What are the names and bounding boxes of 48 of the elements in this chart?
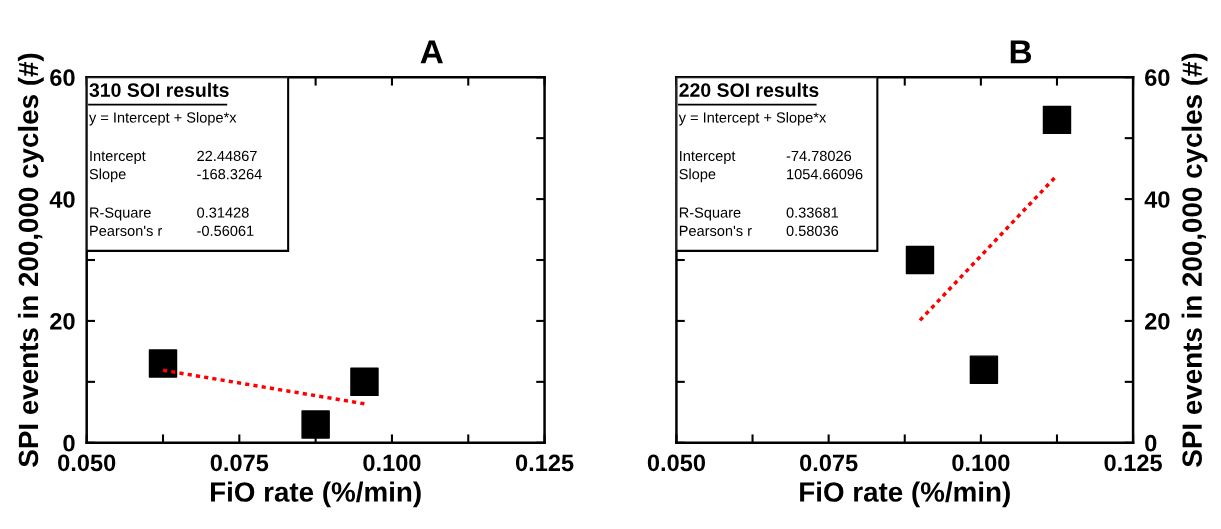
annotation: 0.33681 — [786, 207, 839, 218]
annotation: 0.58036 — [786, 225, 839, 236]
chart-title: B — [1010, 40, 1032, 64]
x-tick-label: 0.050 — [647, 454, 706, 472]
annotation: Slope — [679, 168, 716, 183]
x-tick-label: 0.100 — [952, 454, 1010, 472]
y2-tick-label: 0 — [1145, 434, 1157, 452]
annotation: 220 SOI results — [679, 82, 819, 97]
point — [301, 410, 330, 439]
x-axis-title: FiO rate (%/min) — [800, 481, 1010, 508]
annotation: Intercept — [90, 150, 146, 164]
x-tick-label: 0.125 — [1104, 454, 1162, 472]
annotation: -168.3264 — [197, 169, 262, 180]
annotation: 1054.66096 — [787, 169, 863, 180]
y-tick-label: 60 — [50, 69, 75, 87]
annotation: 310 SOI results — [89, 82, 229, 98]
annotation: y = Intercept + Slope*x — [678, 111, 827, 126]
point — [905, 245, 935, 275]
annotation: R-Square — [679, 207, 741, 221]
y2-tick-label: 60 — [1145, 69, 1170, 87]
x-tick-label: 0.050 — [58, 454, 116, 472]
chart-title: A — [420, 40, 443, 64]
point — [148, 349, 178, 378]
x-tick-label: 0.075 — [210, 454, 269, 472]
annotation: Pearson's r — [679, 225, 752, 236]
annotation: y = Intercept + Slope*x — [89, 111, 237, 126]
y-tick-label: 20 — [50, 312, 75, 330]
x-tick-label: 0.075 — [800, 454, 858, 472]
y2-tick-label: 40 — [1144, 191, 1170, 208]
annotation: -74.78026 — [786, 150, 852, 162]
y2-axis-title: SPI events in 200,000 cycles (#) — [1181, 53, 1208, 467]
annotation: 0.31428 — [197, 207, 249, 218]
y-axis-title: SPI events in 200,000 cycles (#) — [17, 53, 44, 467]
annotation: 22.44867 — [197, 150, 257, 162]
x-tick-label: 0.125 — [515, 454, 574, 472]
annotation: -0.56061 — [197, 225, 254, 236]
y2-tick-label: 20 — [1145, 312, 1170, 330]
point — [969, 355, 999, 384]
point — [350, 367, 379, 397]
x-axis-title: FiO rate (%/min) — [211, 481, 421, 508]
annotation: R-Square — [90, 207, 151, 221]
x-tick-label: 0.100 — [363, 454, 421, 472]
annotation: Intercept — [680, 150, 736, 164]
y-tick-label: 0 — [63, 434, 75, 452]
annotation: Slope — [89, 168, 126, 183]
point — [1042, 105, 1072, 135]
y-tick-label: 40 — [49, 191, 75, 208]
annotation: Pearson's r — [90, 225, 163, 236]
